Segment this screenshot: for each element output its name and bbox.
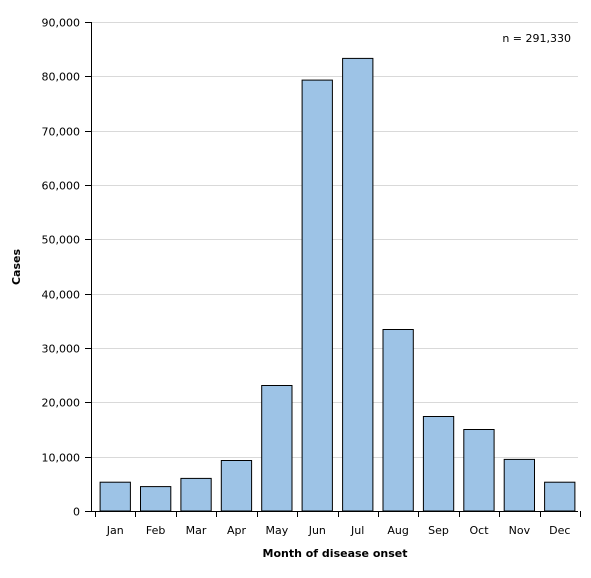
x-tick-label: Aug — [387, 524, 408, 537]
x-axis-title: Month of disease onset — [263, 547, 408, 560]
y-tick-label: 0 — [73, 506, 80, 519]
bar-jun — [301, 79, 333, 512]
bar-dec — [544, 481, 576, 512]
axes — [85, 22, 581, 517]
x-tick-label: Jul — [350, 524, 364, 537]
bar-aug — [382, 329, 414, 512]
y-tick-label: 10,000 — [42, 452, 81, 465]
bars — [99, 57, 576, 512]
x-tick-label: May — [266, 524, 289, 537]
y-tick-label: 40,000 — [42, 289, 81, 302]
bar-jan — [99, 481, 131, 512]
x-tick-label: Apr — [227, 524, 247, 537]
bar-oct — [463, 429, 495, 512]
x-tick-label: Feb — [146, 524, 165, 537]
bar-nov — [503, 458, 536, 512]
y-axis-title: Cases — [10, 249, 23, 286]
y-tick-labels: 0 10,000 20,000 30,000 40,000 50,000 60,000 70,… — [42, 17, 81, 519]
x-tick-label: Nov — [509, 524, 531, 537]
x-tick-label: Oct — [469, 524, 489, 537]
bar-jul — [342, 57, 374, 512]
x-tick-label: Dec — [549, 524, 570, 537]
y-tick-label: 70,000 — [42, 126, 81, 139]
gridlines — [91, 22, 578, 458]
y-tick-label: 20,000 — [42, 397, 81, 410]
bar-may — [261, 385, 293, 512]
x-tick-labels: Jan Feb Mar Apr May Jun Jul Aug Sep Oct Nov Dec — [106, 524, 571, 537]
y-tick-label: 60,000 — [42, 180, 81, 193]
y-tick-label: 50,000 — [42, 234, 81, 247]
sample-size-annotation: n = 291,330 — [502, 32, 571, 45]
x-tick-label: Jun — [308, 524, 326, 537]
bar-mar — [180, 477, 212, 512]
bar-apr — [220, 460, 253, 512]
y-tick-label: 80,000 — [42, 71, 81, 84]
x-tick-label: Jan — [106, 524, 124, 537]
bar-sep — [422, 416, 455, 512]
x-tick-label: Sep — [428, 524, 449, 537]
x-tick-label: Mar — [186, 524, 207, 537]
bar-feb — [140, 486, 172, 512]
y-tick-label: 90,000 — [42, 17, 81, 30]
y-tick-label: 30,000 — [42, 343, 81, 356]
